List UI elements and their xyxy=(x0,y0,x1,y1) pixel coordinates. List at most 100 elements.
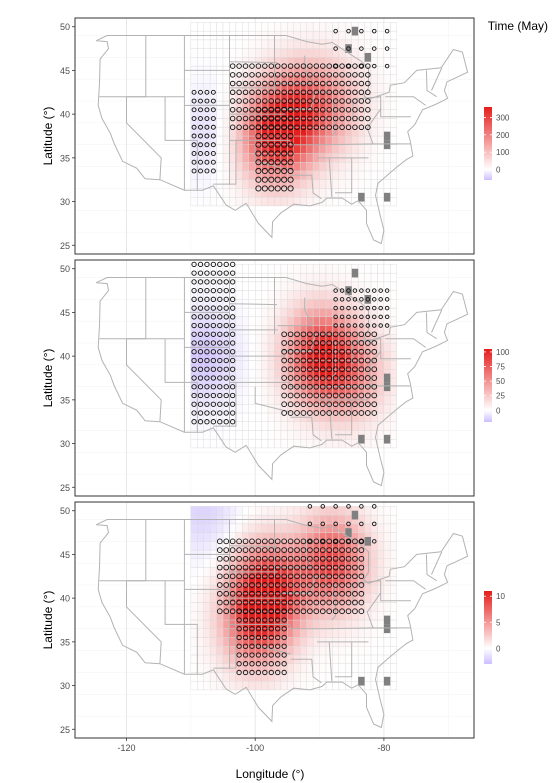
heatmap-cell xyxy=(209,144,217,154)
heatmap-cell xyxy=(261,360,269,370)
heatmap-cell xyxy=(267,360,275,370)
significance-circle xyxy=(229,80,236,87)
significance-circle xyxy=(287,599,294,606)
heatmap-cell xyxy=(197,118,204,128)
heatmap-cell xyxy=(216,48,224,58)
heatmap-cell xyxy=(190,22,198,32)
significance-circle xyxy=(345,340,352,346)
significance-circle xyxy=(358,89,365,96)
significance-circles xyxy=(191,28,390,192)
heatmap-cell xyxy=(209,619,217,629)
significance-circle xyxy=(275,608,281,614)
heatmap-cell xyxy=(357,523,365,533)
significance-circle xyxy=(371,340,378,346)
significance-circle xyxy=(287,383,294,390)
heatmap-cell xyxy=(338,316,346,326)
heatmap-cell xyxy=(370,100,378,110)
heatmap-cell xyxy=(242,162,249,172)
colorbar-tick-label: 10 xyxy=(496,592,505,601)
heatmap-cell xyxy=(190,558,198,568)
significance-circle xyxy=(223,322,229,329)
state-border xyxy=(385,338,426,348)
significance-circle xyxy=(333,63,338,69)
heatmap-cell xyxy=(338,663,346,673)
significance-circle xyxy=(197,340,204,346)
heatmap-cell xyxy=(300,22,307,32)
significance-circle xyxy=(294,599,300,606)
significance-circle xyxy=(249,107,255,113)
heatmap-cell xyxy=(267,395,275,405)
heatmap-cell xyxy=(377,602,385,612)
significance-circle xyxy=(319,383,326,390)
significance-circle xyxy=(326,564,333,571)
heatmap-cell xyxy=(197,48,204,58)
significance-circle xyxy=(281,582,288,588)
significance-circle xyxy=(249,72,255,78)
heatmap-cell xyxy=(197,628,204,638)
significance-circle xyxy=(197,366,204,372)
significance-circles xyxy=(191,261,390,425)
heatmap-cell xyxy=(274,307,282,318)
significance-circle xyxy=(261,167,268,175)
significance-circle xyxy=(281,167,288,175)
significance-circles xyxy=(216,504,377,676)
state-border xyxy=(328,641,333,682)
significance-circle xyxy=(210,98,216,104)
significance-circle xyxy=(326,599,333,606)
significance-circle xyxy=(191,419,197,425)
significance-circle xyxy=(313,366,320,373)
significance-circle xyxy=(229,98,236,104)
significance-circle xyxy=(372,63,377,69)
significance-circle xyxy=(268,661,274,667)
heatmap-cells xyxy=(190,506,397,691)
significance-circle xyxy=(230,375,236,381)
heatmap-cell xyxy=(190,611,198,621)
significance-circle xyxy=(352,297,358,302)
heatmap-cell xyxy=(306,30,314,41)
heatmap-cell xyxy=(242,523,249,533)
significance-circle xyxy=(378,305,383,311)
significance-circle xyxy=(339,582,345,588)
significance-circle xyxy=(261,124,268,131)
heatmap-cell xyxy=(345,619,352,629)
heatmap-cell xyxy=(351,307,359,318)
significance-circle xyxy=(229,590,236,597)
state-border xyxy=(164,338,198,433)
heatmap-cell xyxy=(390,316,397,326)
colorbar xyxy=(484,591,492,664)
significance-circle xyxy=(300,573,307,580)
heatmap-cell xyxy=(280,523,288,533)
heatmap-cell xyxy=(203,646,211,656)
significance-circle xyxy=(307,599,313,606)
missing-cell xyxy=(345,528,352,537)
heatmap-cell xyxy=(338,30,346,41)
significance-circle xyxy=(268,582,275,588)
heatmap-cell xyxy=(254,316,262,326)
significance-circle xyxy=(326,340,333,346)
heatmap-cell xyxy=(357,179,365,189)
heatmap-cell xyxy=(203,118,211,128)
heatmap-cell xyxy=(377,316,385,326)
heatmap-cell xyxy=(197,611,204,621)
heatmap-cell xyxy=(216,506,224,516)
missing-cell xyxy=(345,44,352,53)
significance-circle xyxy=(300,383,307,390)
heatmap-cell xyxy=(209,135,217,145)
colorbar-tick-label: 300 xyxy=(496,113,510,122)
heatmap-cell xyxy=(261,316,269,326)
significance-circle xyxy=(216,564,223,571)
significance-circle xyxy=(358,348,365,355)
heatmap-cell xyxy=(229,646,237,656)
heatmap-cell xyxy=(338,170,346,180)
missing-cell xyxy=(383,373,391,383)
significance-circle xyxy=(294,375,300,381)
significance-circle xyxy=(191,392,197,399)
state-border xyxy=(289,140,411,146)
heatmap-cell xyxy=(390,118,397,128)
significance-circle xyxy=(242,661,249,667)
heatmap-cell xyxy=(383,153,391,163)
missing-cell xyxy=(351,26,359,36)
heatmap-cell xyxy=(377,48,385,58)
significance-circle xyxy=(268,124,275,131)
heatmap-cell xyxy=(261,281,269,291)
